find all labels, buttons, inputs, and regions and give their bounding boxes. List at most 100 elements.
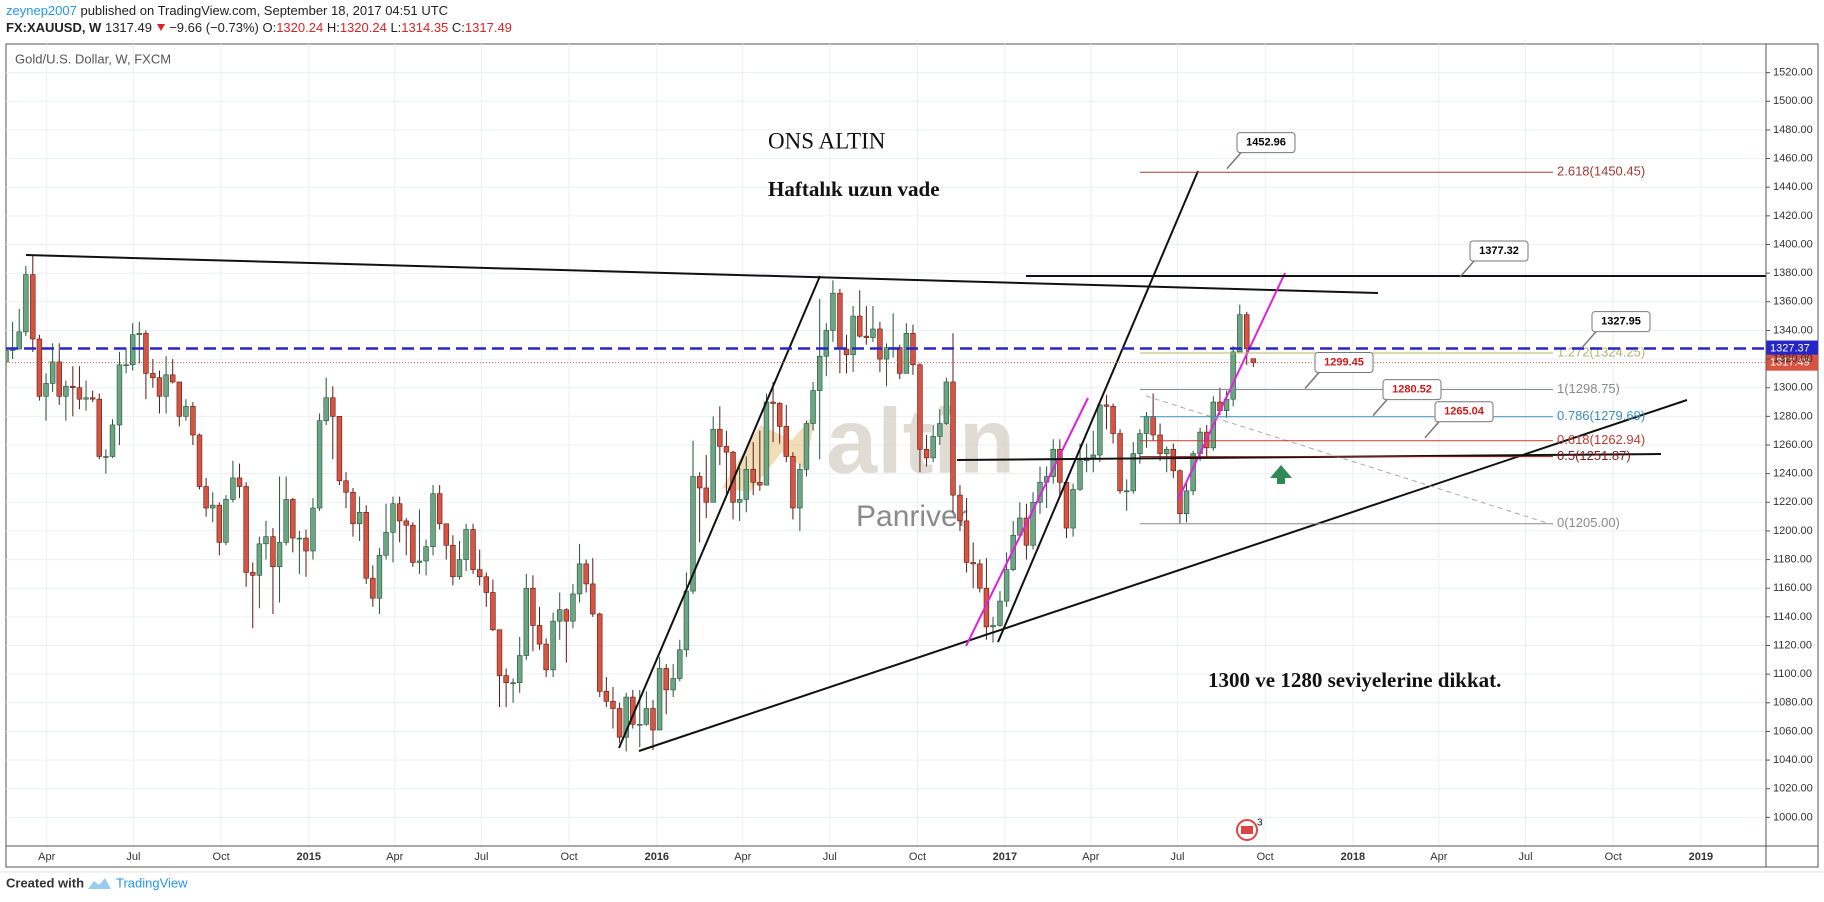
candle-body: [837, 292, 843, 350]
annotations: ONS ALTIN Haftalık uzun vade 1300 ve 128…: [15, 51, 1501, 691]
candle-body: [456, 559, 463, 578]
callout-label: 1452.96: [1246, 137, 1286, 149]
candle-body: [770, 401, 776, 404]
candle-body: [1077, 460, 1083, 490]
candle-body: [463, 529, 469, 560]
symbol: FX:XAUUSD, W: [6, 20, 102, 35]
y-tick-label: 1120.00: [1773, 639, 1812, 651]
candle-body: [1103, 404, 1110, 407]
annotation: 1300 ve 1280 seviyelerine dikkat.: [1208, 668, 1501, 692]
x-tick-label: 2016: [645, 851, 669, 863]
event-count: 3: [1257, 818, 1263, 829]
candle-body: [1110, 406, 1116, 434]
candle-body: [390, 503, 396, 533]
x-tick-label: Apr: [386, 851, 403, 863]
candle-body: [263, 536, 269, 545]
candle-body: [923, 448, 930, 459]
candle-body: [443, 523, 449, 546]
candle-body: [750, 469, 756, 483]
y-tick-label: 1000.00: [1773, 811, 1813, 823]
candle-body: [903, 332, 910, 374]
callout-label: 1299.45: [1324, 356, 1364, 368]
candle-body: [977, 563, 983, 589]
candle-body: [616, 708, 623, 738]
candle-body: [710, 428, 716, 503]
y-tick-label: 1240.00: [1773, 468, 1813, 480]
candle-body: [1023, 517, 1030, 546]
y-tick-label: 1180.00: [1773, 553, 1812, 565]
candle-body: [957, 494, 963, 522]
x-tick-label: Apr: [734, 851, 751, 863]
callout-pointer: [1304, 372, 1320, 389]
y-tick-label: 1400.00: [1773, 238, 1813, 250]
candle-body: [857, 315, 863, 337]
candle-body: [436, 493, 443, 525]
candle-body: [557, 609, 563, 622]
down-arrow: [156, 24, 165, 31]
brand-name[interactable]: TradingView: [116, 875, 188, 890]
candle-body: [1183, 490, 1190, 515]
candle-body: [343, 480, 349, 493]
candle-body: [310, 507, 316, 552]
candle-body: [1117, 433, 1123, 492]
candle-body: [503, 675, 509, 684]
candle-body: [56, 361, 62, 397]
candle-body: [123, 364, 129, 367]
brand[interactable]: TradingView: [88, 875, 188, 890]
events[interactable]: 3: [1236, 818, 1263, 841]
candle-body: [670, 678, 676, 691]
x-tick-label: Apr: [1430, 851, 1447, 863]
candle-body: [703, 487, 709, 503]
candle-body: [236, 477, 243, 487]
callout-pointer: [1424, 421, 1440, 439]
callout-label: 1265.04: [1444, 406, 1485, 418]
x-tick-label: Jul: [126, 851, 140, 863]
candle-body: [370, 577, 376, 599]
header-line: zeynep2007 published on TradingView.com,…: [6, 2, 512, 19]
x-tick-label: Oct: [1605, 851, 1622, 863]
candle-body: [610, 701, 616, 709]
candle-body: [810, 390, 816, 424]
callout-box: [1434, 401, 1494, 423]
ohlc-value: 1320.24: [339, 20, 387, 35]
y-tick-label: 1420.00: [1773, 210, 1813, 222]
candle-body: [243, 486, 249, 573]
candle-body: [76, 387, 83, 400]
author[interactable]: zeynep2007: [6, 3, 77, 18]
candle-body: [823, 330, 830, 357]
candle-body: [1230, 351, 1236, 400]
candle-body: [590, 583, 596, 615]
candle-body: [970, 562, 976, 565]
candle-body: [363, 512, 369, 579]
x-tick-label: Oct: [909, 851, 926, 863]
candle-body: [797, 469, 803, 509]
candle-body: [543, 643, 549, 671]
y-tick-label: 1100.00: [1773, 668, 1812, 680]
candle-body: [23, 274, 29, 333]
watermark-name: Panriver: [856, 500, 968, 533]
price-tag-label: 1327.37: [1770, 342, 1810, 354]
candle-body: [576, 563, 583, 595]
price-tag-label: 1317.49: [1770, 357, 1810, 369]
y-tick-label: 1380.00: [1773, 267, 1813, 279]
candle-body: [696, 476, 703, 489]
x-tick-label: Oct: [213, 851, 230, 863]
candle-body: [170, 374, 176, 383]
y-tick-label: 1080.00: [1773, 697, 1813, 709]
candle-body: [136, 332, 142, 336]
candle-body: [6, 350, 9, 363]
candle-body: [163, 374, 169, 397]
candle-body: [156, 377, 163, 397]
candle-body: [116, 364, 123, 426]
candle-body: [430, 493, 436, 547]
candle-body: [1237, 314, 1243, 353]
x-tick-label: Oct: [1257, 851, 1274, 863]
ohlc-key: C:: [451, 20, 465, 35]
callout-pointer: [1459, 260, 1475, 278]
candle-body: [96, 398, 102, 457]
candle-body: [296, 537, 303, 540]
x-tick-label: Apr: [38, 851, 55, 863]
ohlc-value: 1317.49: [464, 20, 512, 35]
